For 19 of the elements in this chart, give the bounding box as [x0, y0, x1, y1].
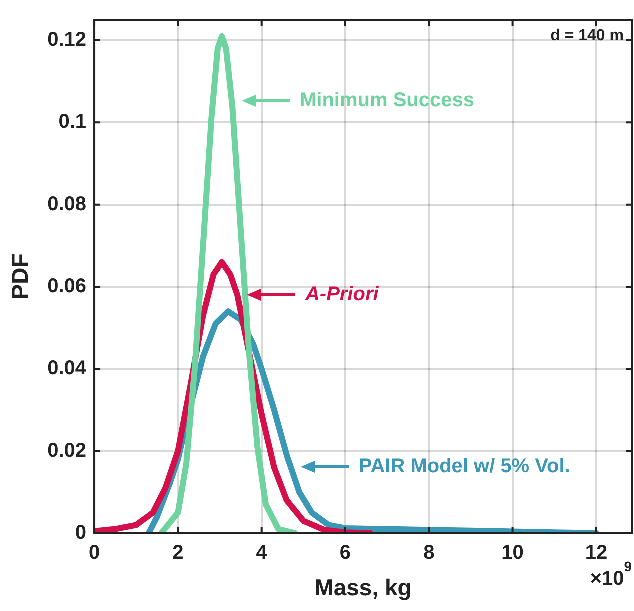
y-tick-label: 0.1	[58, 111, 87, 134]
x-tick-label: 10	[502, 542, 524, 564]
x-tick-label: 4	[256, 542, 268, 564]
y-tick-label: 0.12	[48, 29, 87, 52]
x-tick-label: 8	[424, 542, 435, 564]
y-tick-label: 0.06	[48, 275, 87, 298]
y-tick-label: 0.04	[48, 358, 88, 380]
x-axis-title: Mass, kg	[314, 574, 412, 601]
legend-label: PAIR Model w/ 5% Vol.	[358, 455, 570, 478]
legend-label: Minimum Success	[300, 90, 474, 112]
y-tick-label: 0.02	[48, 440, 87, 462]
x-tick-label: 6	[340, 542, 352, 564]
y-axis-title: PDF	[7, 254, 34, 300]
y-tick-label: 0	[75, 522, 87, 544]
legend-label: A-Priori	[304, 283, 380, 306]
annotation: d = 140 m	[550, 27, 624, 44]
x-tick-label: 12	[585, 542, 608, 564]
y-tick-label: 0.08	[48, 193, 87, 216]
x-tick-label: 2	[172, 542, 184, 564]
